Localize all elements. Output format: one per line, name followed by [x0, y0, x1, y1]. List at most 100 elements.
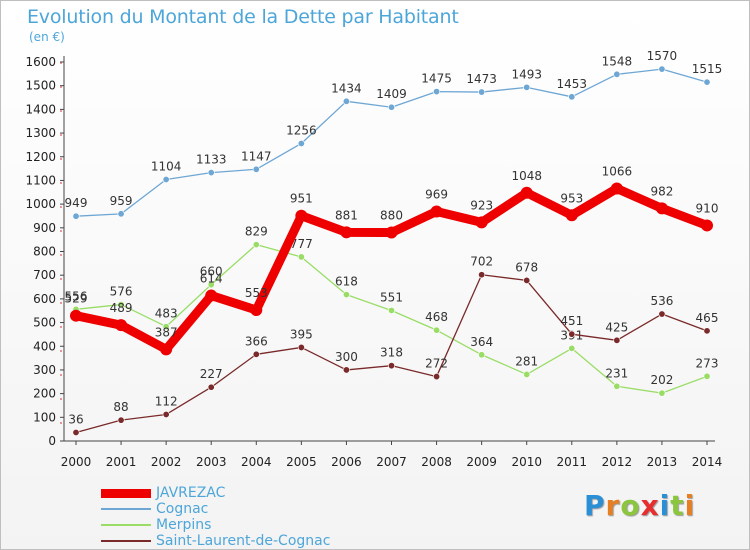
data-point [565, 209, 578, 222]
y-tick-label: 0 [48, 434, 56, 448]
y-tick-label: 700 [33, 268, 56, 282]
x-tick-label: 2008 [421, 455, 452, 469]
y-tick-label: 1400 [25, 102, 56, 116]
data-label: 529 [65, 292, 88, 306]
series-saint-laurent-de-cognac: 36 88 112 227 366 395 300 318 272 702 678 451 425 536… [68, 255, 718, 436]
data-label: 678 [515, 260, 538, 274]
data-point [252, 350, 260, 358]
data-label: 702 [470, 255, 493, 269]
logo-letter: i [684, 489, 696, 522]
legend-label: JAVREZAC [156, 485, 226, 501]
data-point [478, 271, 486, 279]
data-point [613, 382, 621, 390]
data-point [703, 327, 711, 335]
data-label: 923 [470, 198, 493, 212]
data-label: 553 [245, 286, 268, 300]
data-label: 1493 [511, 67, 542, 81]
data-point [610, 182, 623, 195]
data-point [72, 428, 80, 436]
data-label: 1409 [376, 87, 407, 101]
data-point [207, 281, 215, 289]
data-point [613, 70, 621, 78]
data-label: 1104 [151, 159, 182, 173]
data-point [342, 366, 350, 374]
data-point [703, 372, 711, 380]
data-point [162, 175, 170, 183]
data-label: 982 [650, 184, 673, 198]
data-label: 551 [380, 290, 403, 304]
data-point [475, 216, 488, 229]
data-label: 387 [155, 325, 178, 339]
data-point [433, 373, 441, 381]
data-point [117, 416, 125, 424]
data-point [655, 202, 668, 215]
data-label: 777 [290, 237, 313, 251]
data-point [613, 336, 621, 344]
y-tick-label: 1000 [25, 197, 56, 211]
data-point [658, 310, 666, 318]
series-javrezac: 529 489 387 614 553 951 881 880 969 923 1048 953 106… [65, 164, 719, 356]
data-point [342, 97, 350, 105]
legend-swatch [101, 489, 151, 498]
data-label: 300 [335, 350, 358, 364]
data-label: 364 [470, 335, 493, 349]
data-label: 1133 [196, 153, 227, 167]
data-point [72, 212, 80, 220]
data-label: 614 [200, 272, 223, 286]
data-label: 281 [515, 354, 538, 368]
y-tick-label: 800 [33, 245, 56, 259]
data-point [115, 319, 128, 332]
data-point [252, 241, 260, 249]
data-label: 425 [605, 320, 628, 334]
data-label: 1147 [241, 149, 272, 163]
data-label: 556 [65, 289, 88, 303]
data-point [523, 83, 531, 91]
y-tick-label: 400 [33, 339, 56, 353]
y-tick-label: 1500 [25, 79, 56, 93]
data-point [297, 253, 305, 261]
data-point [520, 186, 533, 199]
data-label: 660 [200, 265, 223, 279]
legend-swatch [101, 540, 151, 542]
data-point [568, 93, 576, 101]
logo-letter: t [670, 489, 685, 522]
logo-letter: r [605, 489, 621, 522]
y-tick-label: 1100 [25, 173, 56, 187]
data-label: 202 [650, 373, 673, 387]
legend-label: Saint-Laurent-de-Cognac [156, 533, 331, 549]
data-point [117, 210, 125, 218]
data-label: 1473 [466, 72, 497, 86]
data-point [430, 205, 443, 218]
data-point [250, 304, 263, 317]
y-tick-label: 1600 [25, 55, 56, 69]
data-label: 231 [605, 366, 628, 380]
data-point [478, 351, 486, 359]
data-label: 576 [110, 285, 133, 299]
data-label: 829 [245, 225, 268, 239]
data-label: 273 [696, 356, 719, 370]
data-label: 953 [560, 191, 583, 205]
data-label: 618 [335, 275, 358, 289]
data-label: 395 [290, 327, 313, 341]
x-tick-label: 2007 [376, 455, 407, 469]
data-point [162, 323, 170, 331]
data-label: 1548 [602, 54, 633, 68]
data-label: 227 [200, 367, 223, 381]
x-tick-label: 2003 [196, 455, 227, 469]
logo-letter: P [584, 489, 606, 522]
data-label: 112 [155, 394, 178, 408]
y-tick-label: 600 [33, 292, 56, 306]
data-label: 489 [110, 301, 133, 315]
data-label: 468 [425, 310, 448, 324]
data-point [340, 226, 353, 239]
x-tick-label: 2010 [511, 455, 542, 469]
data-label: 272 [425, 357, 448, 371]
legend-label: Cognac [156, 501, 209, 517]
data-label: 536 [650, 294, 673, 308]
logo-letter: x [640, 489, 660, 522]
data-label: 1570 [647, 49, 678, 63]
data-label: 910 [696, 201, 719, 215]
data-point [387, 362, 395, 370]
data-point [658, 389, 666, 397]
